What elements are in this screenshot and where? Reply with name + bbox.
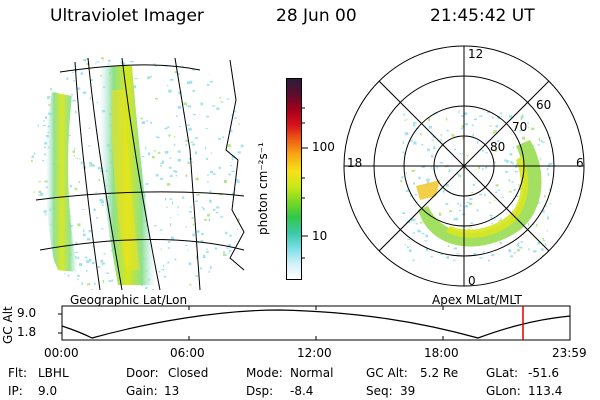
timeline-xtick-0600: 06:00 [170,346,205,360]
polar-label-12: 12 [468,47,484,61]
timeline-xtick-1800: 18:00 [424,346,459,360]
polar-label-0: 0 [468,274,476,288]
colorbar [286,78,302,280]
status-seq-label: Seq: [366,384,393,398]
polar-label-18: 18 [347,156,363,170]
status-door-value: Closed [168,366,209,380]
status-mode-label: Mode: [246,366,283,380]
timeline-xtick-1200: 12:00 [297,346,332,360]
status-flt-label: Flt: [8,366,27,380]
geographic-caption: Geographic Lat/Lon [70,293,188,307]
status-glon-label: GLon: [486,384,521,398]
instrument-title: Ultraviolet Imager [50,6,204,26]
polar-label-60: 60 [536,98,552,112]
status-gcalt-label: GC Alt: [366,366,408,380]
status-door-label: Door: [126,366,159,380]
status-gcalt-value: 5.2 Re [420,366,459,380]
polar-label-80: 80 [490,140,506,154]
polar-caption: Apex MLat/MLT [432,293,522,307]
status-dsp-label: Dsp: [246,384,274,398]
observation-date: 28 Jun 00 [276,6,357,26]
status-ip-label: IP: [8,384,23,398]
timeline-xtick-0000: 00:00 [44,346,79,360]
status-flt-value: LBHL [38,366,69,380]
polar-label-70: 70 [512,120,528,134]
status-glat-value: -51.6 [528,366,560,380]
status-dsp-value: -8.4 [290,384,314,398]
timeline-xtick-2359: 23:59 [552,346,587,360]
status-gain-value: 13 [164,384,180,398]
colorbar-tick-10: 10 [312,229,328,243]
status-glon-value: 113.4 [528,384,563,398]
status-mode-value: Normal [290,366,334,380]
colorbar-tick-100: 100 [312,140,335,154]
timeline-ytick-low: 1.8 [17,325,37,339]
status-gain-label: Gain: [126,384,158,398]
polar-label-6: 6 [576,156,584,170]
observation-time: 21:45:42 UT [430,6,535,26]
colorbar-ticks [302,107,308,259]
status-glat-label: GLat: [486,366,519,380]
timeline-ytick-high: 9.0 [17,306,37,320]
status-ip-value: 9.0 [38,384,58,398]
status-seq-value: 39 [400,384,416,398]
